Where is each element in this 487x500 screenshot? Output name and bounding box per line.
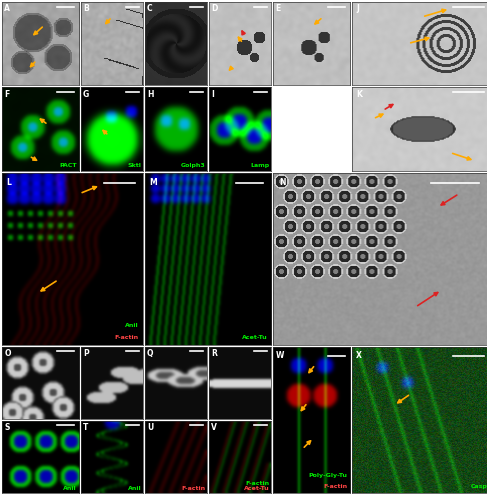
Text: Poly-Gly-Tu: Poly-Gly-Tu — [309, 474, 348, 478]
Text: S: S — [4, 423, 10, 432]
Text: Anil: Anil — [128, 486, 141, 491]
Text: Anil: Anil — [63, 486, 76, 491]
Text: G: G — [83, 90, 89, 98]
Text: Q: Q — [147, 349, 153, 358]
Text: Anil: Anil — [125, 323, 139, 328]
Text: H: H — [147, 90, 153, 98]
Text: M: M — [149, 178, 156, 187]
Text: D: D — [211, 4, 217, 14]
Text: V: V — [211, 423, 217, 432]
Text: X: X — [356, 352, 362, 360]
Text: F-actin: F-actin — [323, 484, 348, 488]
Text: B: B — [83, 4, 89, 14]
Text: Casp: Casp — [471, 484, 487, 488]
Text: W: W — [275, 352, 284, 360]
Text: E: E — [275, 4, 281, 14]
Text: L: L — [6, 178, 11, 187]
Text: F: F — [4, 90, 10, 98]
Text: J: J — [356, 4, 359, 14]
Text: U: U — [147, 423, 153, 432]
Text: Acet-Tu: Acet-Tu — [242, 335, 267, 340]
Text: O: O — [4, 349, 11, 358]
Text: Acet-Tu: Acet-Tu — [244, 486, 269, 491]
Text: A: A — [4, 4, 10, 14]
Text: T: T — [83, 423, 88, 432]
Text: R: R — [211, 349, 217, 358]
Text: F-actin: F-actin — [245, 481, 269, 486]
Text: F-actin: F-actin — [114, 335, 139, 340]
Text: Golph3: Golph3 — [180, 164, 205, 168]
Text: Lamp: Lamp — [250, 164, 269, 168]
Text: I: I — [211, 90, 214, 98]
Text: Sktl: Sktl — [127, 164, 141, 168]
Text: C: C — [147, 4, 152, 14]
Text: K: K — [356, 90, 362, 98]
Text: PACT: PACT — [59, 164, 76, 168]
Text: F-actin: F-actin — [181, 486, 205, 491]
Text: P: P — [83, 349, 89, 358]
Text: N: N — [280, 178, 286, 187]
